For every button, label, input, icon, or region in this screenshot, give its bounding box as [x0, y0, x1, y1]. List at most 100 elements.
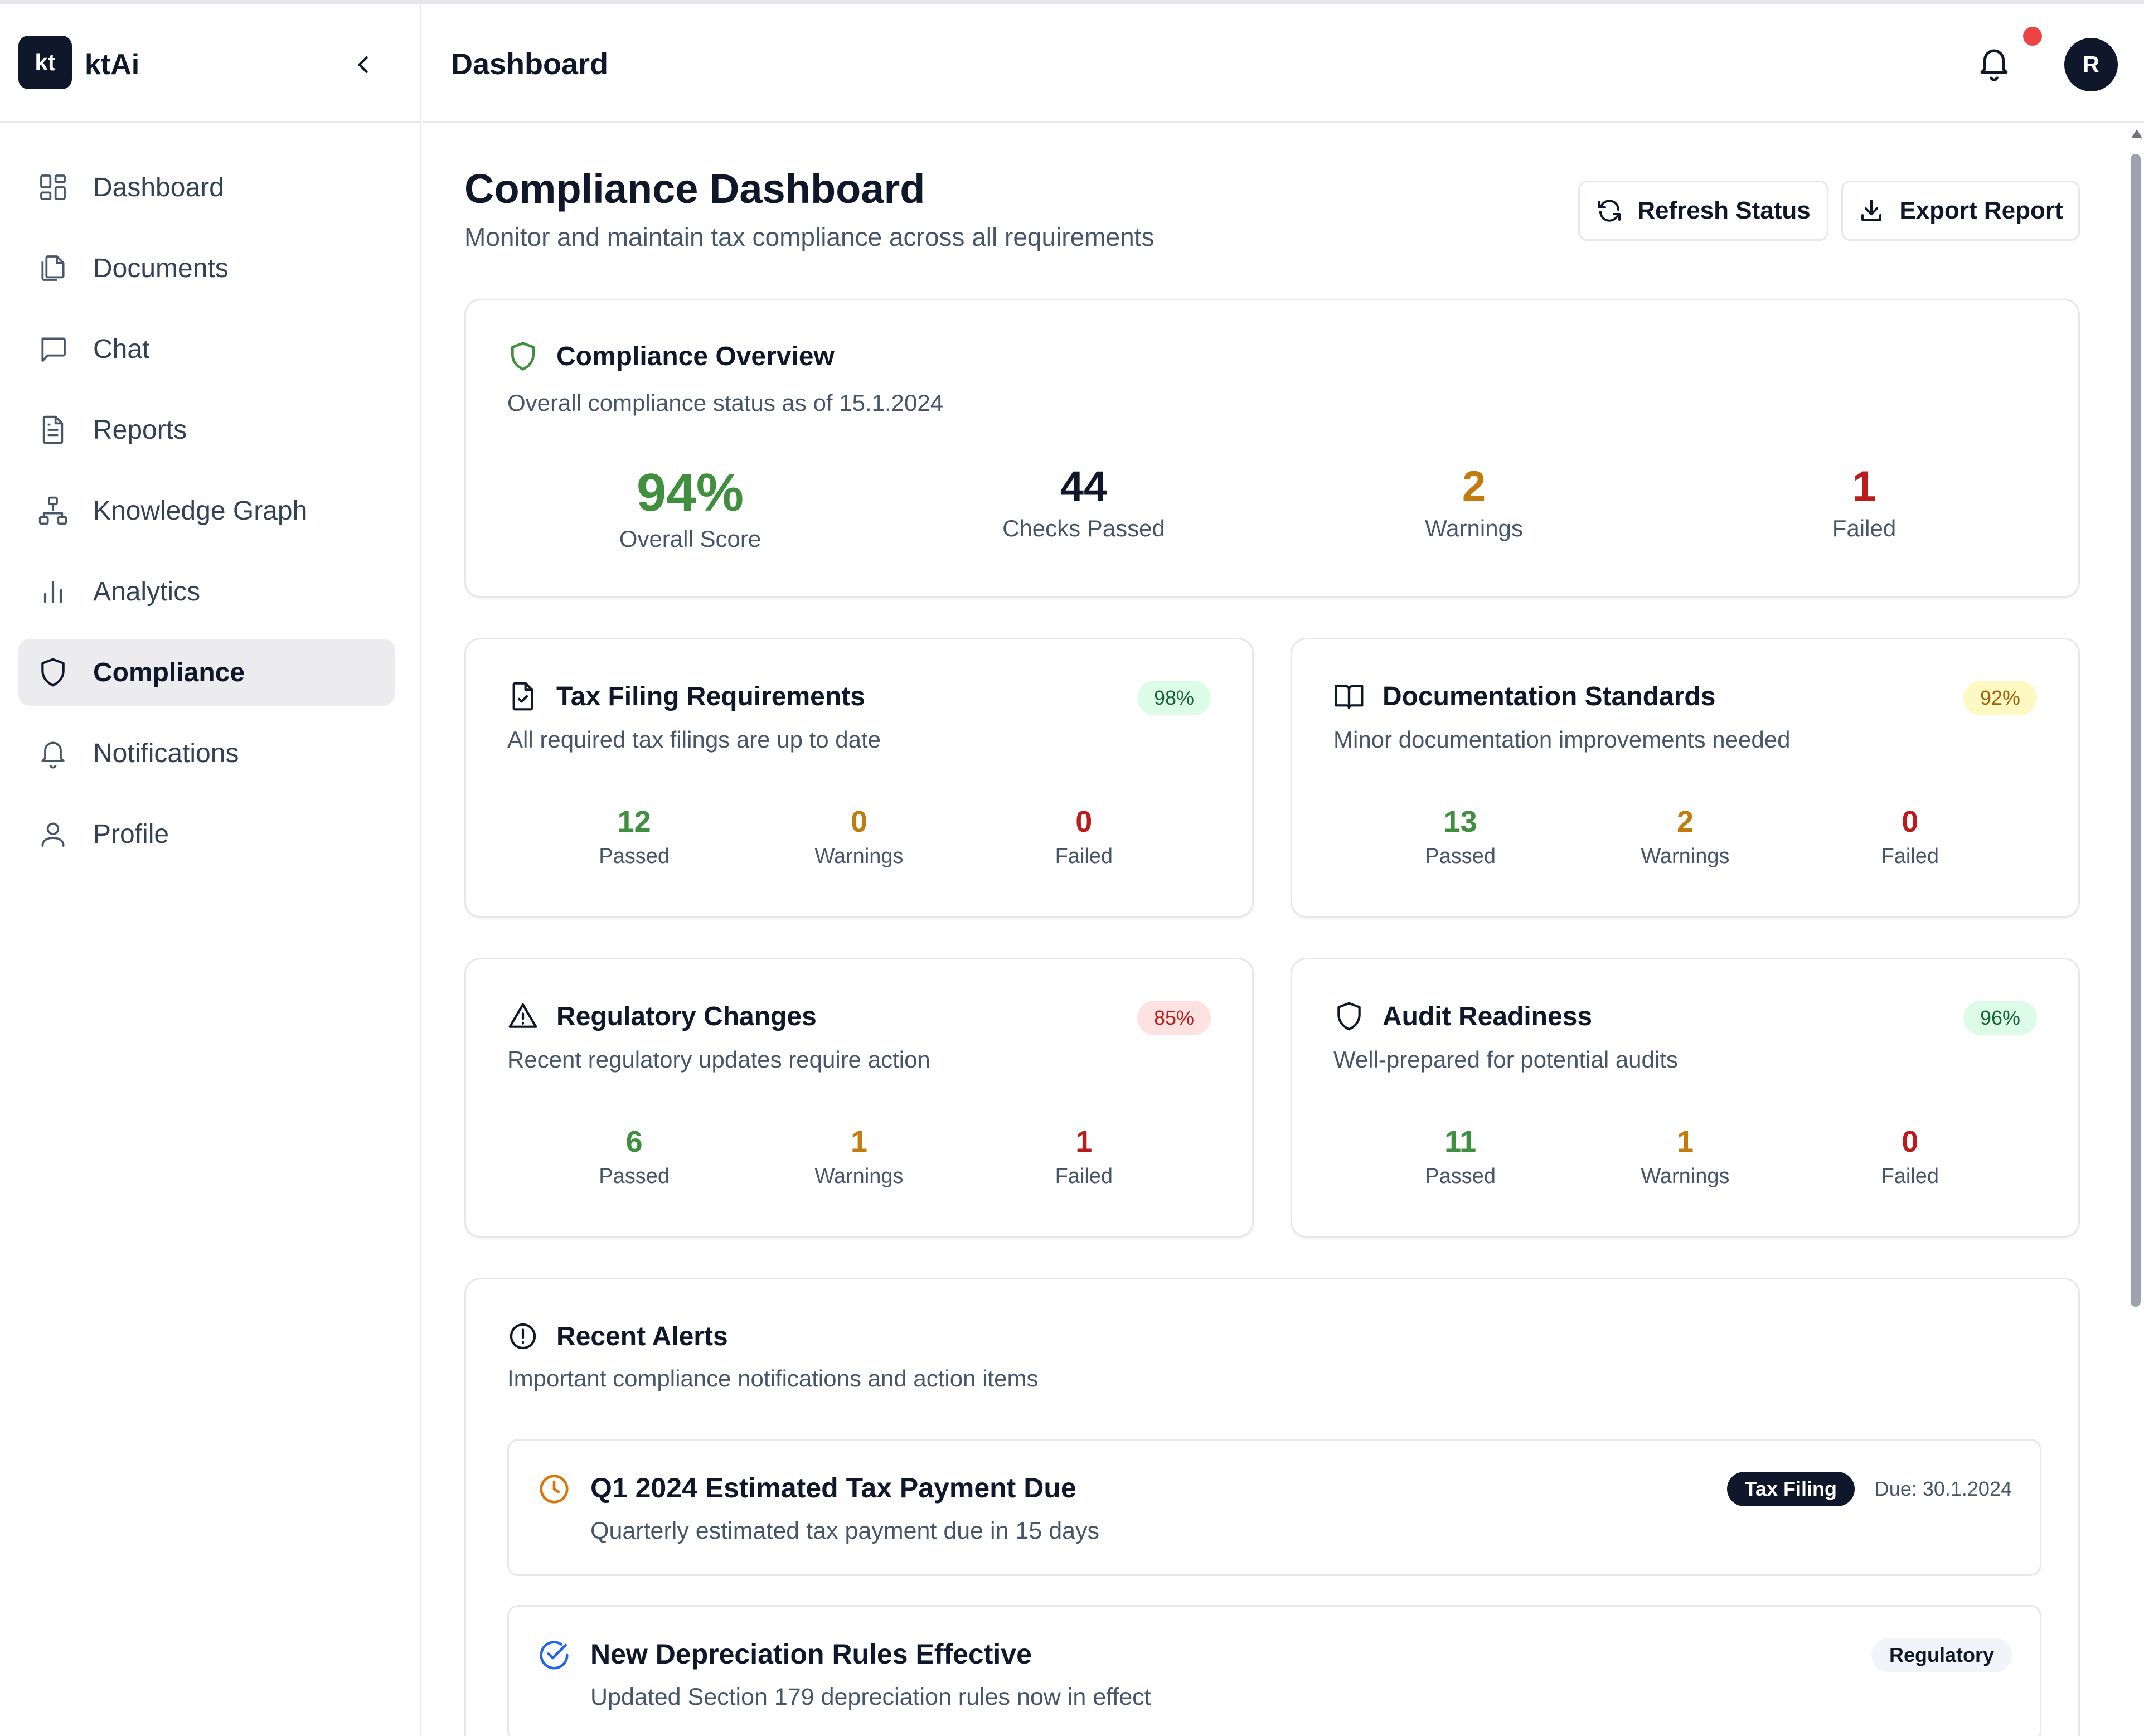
refresh-status-button[interactable]: Refresh Status — [1578, 181, 1828, 241]
sidebar-item-compliance[interactable]: Compliance — [18, 639, 395, 706]
passed-label: Passed — [1425, 845, 1496, 868]
failed-label: Failed — [1055, 1165, 1113, 1188]
card-description: All required tax filings are up to date — [507, 726, 881, 753]
card-header: Documentation Standards — [1333, 681, 1715, 712]
sidebar-item-label: Notifications — [93, 738, 239, 768]
grid-icon — [40, 174, 66, 200]
card-description: Minor documentation improvements needed — [1333, 726, 1791, 753]
card-title: Regulatory Changes — [556, 1001, 817, 1031]
failed-stat: 0 Failed — [1000, 804, 1167, 869]
alert-item[interactable]: Q1 2024 Estimated Tax Payment Due Quarte… — [507, 1439, 2041, 1576]
user-icon — [41, 822, 65, 847]
chat-icon — [41, 337, 66, 362]
warnings-label: Warnings — [1641, 845, 1730, 868]
card-description: Well-prepared for potential audits — [1333, 1046, 1678, 1073]
alert-item[interactable]: New Depreciation Rules Effective Updated… — [507, 1605, 2041, 1736]
failed-value: 0 — [1902, 805, 1919, 838]
alert-title: New Depreciation Rules Effective — [590, 1638, 1032, 1670]
refresh-icon — [1598, 200, 1621, 222]
warnings-value: 2 — [1462, 463, 1486, 510]
overall-score-stat: 94% Overall Score — [551, 462, 830, 552]
export-report-button[interactable]: Export Report — [1841, 181, 2080, 241]
audit-readiness-card[interactable]: Audit Readiness 96% Well-prepared for po… — [1291, 958, 2080, 1238]
passed-value: 13 — [1443, 805, 1477, 838]
card-description: Important compliance notifications and a… — [507, 1365, 1039, 1391]
sidebar: kt ktAi Dashboard Documents Chat Reports… — [0, 4, 421, 1736]
card-stats: 6 Passed 1 Warnings 1 Failed — [466, 1124, 1252, 1189]
alert-description: Quarterly estimated tax payment due in 1… — [590, 1517, 1100, 1544]
passed-label: Passed — [1425, 1165, 1496, 1188]
sidebar-item-dashboard[interactable]: Dashboard — [18, 154, 395, 221]
recent-alerts-card: Recent Alerts Important compliance notif… — [464, 1278, 2080, 1736]
card-description: Overall compliance status as of 15.1.202… — [507, 390, 944, 416]
failed-stat: 1 Failed — [1725, 462, 2004, 542]
report-icon — [42, 415, 64, 444]
check-circle-icon — [540, 1641, 569, 1670]
page-subtitle: Monitor and maintain tax compliance acro… — [464, 222, 1155, 251]
shield-icon — [1337, 1002, 1361, 1031]
export-report-label: Export Report — [1899, 197, 2063, 224]
sidebar-item-notifications[interactable]: Notifications — [18, 720, 395, 787]
chevron-left-icon[interactable] — [351, 52, 376, 77]
card-header: Compliance Overview — [507, 341, 835, 372]
sidebar-item-label: Documents — [93, 253, 229, 283]
passed-stat: 13 Passed — [1377, 804, 1544, 869]
warnings-label: Warnings — [814, 845, 904, 868]
alert-description: Updated Section 179 depreciation rules n… — [590, 1684, 1151, 1710]
checks-passed-stat: 44 Checks Passed — [944, 462, 1223, 542]
sidebar-item-reports[interactable]: Reports — [18, 396, 395, 463]
refresh-status-label: Refresh Status — [1637, 197, 1811, 224]
overall-score-value: 94% — [636, 463, 744, 522]
checks-passed-value: 44 — [1060, 463, 1108, 510]
sidebar-item-analytics[interactable]: Analytics — [18, 558, 395, 625]
warnings-value: 1 — [850, 1125, 867, 1158]
alert-title: Q1 2024 Estimated Tax Payment Due — [590, 1472, 1076, 1504]
passed-value: 12 — [617, 805, 651, 838]
warnings-value: 2 — [1676, 805, 1694, 838]
documentation-standards-card[interactable]: Documentation Standards 92% Minor docume… — [1291, 638, 2080, 918]
card-stats: 11 Passed 1 Warnings 0 Failed — [1292, 1124, 2078, 1189]
sidebar-item-chat[interactable]: Chat — [18, 316, 395, 382]
passed-value: 11 — [1444, 1125, 1477, 1158]
scrollbar-thumb[interactable] — [2131, 154, 2141, 1307]
sidebar-item-label: Analytics — [93, 576, 201, 607]
sidebar-item-label: Dashboard — [93, 172, 224, 202]
warnings-stat: 2 Warnings — [1335, 462, 1613, 542]
sidebar-item-knowledge-graph[interactable]: Knowledge Graph — [18, 477, 395, 544]
shield-icon — [41, 658, 65, 687]
card-title: Recent Alerts — [556, 1321, 728, 1351]
sidebar-item-label: Reports — [93, 415, 187, 445]
passed-label: Passed — [599, 1165, 670, 1188]
book-open-icon — [1335, 685, 1364, 710]
sidebar-item-label: Profile — [93, 819, 169, 849]
score-badge: 96% — [1963, 1001, 2037, 1035]
header-title: Dashboard — [451, 47, 609, 81]
passed-label: Passed — [599, 845, 670, 868]
network-icon — [38, 496, 67, 525]
checks-passed-label: Checks Passed — [1002, 515, 1165, 541]
card-stats: 13 Passed 2 Warnings 0 Failed — [1292, 804, 2078, 869]
notifications-bell-icon[interactable] — [1976, 43, 2012, 83]
sidebar-item-profile[interactable]: Profile — [18, 801, 395, 867]
sidebar-item-label: Chat — [93, 334, 150, 364]
regulatory-changes-card[interactable]: Regulatory Changes 85% Recent regulatory… — [464, 958, 1254, 1238]
sidebar-item-label: Knowledge Graph — [93, 496, 308, 526]
tax-filing-requirements-card[interactable]: Tax Filing Requirements 98% All required… — [464, 638, 1254, 918]
scroll-up-arrow[interactable] — [2131, 129, 2142, 138]
warnings-stat: 0 Warnings — [775, 804, 943, 869]
card-header: Regulatory Changes — [507, 1001, 817, 1032]
avatar[interactable]: R — [2064, 38, 2118, 91]
card-header: Tax Filing Requirements — [507, 681, 865, 712]
failed-value: 0 — [1902, 1125, 1919, 1158]
failed-stat: 1 Failed — [1000, 1124, 1167, 1189]
passed-value: 6 — [625, 1125, 643, 1158]
brand-logo[interactable]: kt — [18, 36, 72, 89]
sidebar-item-documents[interactable]: Documents — [18, 235, 395, 302]
download-icon — [1861, 200, 1882, 221]
card-header: Audit Readiness — [1333, 1001, 1592, 1032]
warnings-value: 1 — [1676, 1125, 1694, 1158]
window-top-border — [0, 0, 2144, 4]
score-badge: 98% — [1137, 681, 1211, 715]
score-badge: 92% — [1963, 681, 2037, 715]
bar-chart-icon — [43, 581, 62, 603]
